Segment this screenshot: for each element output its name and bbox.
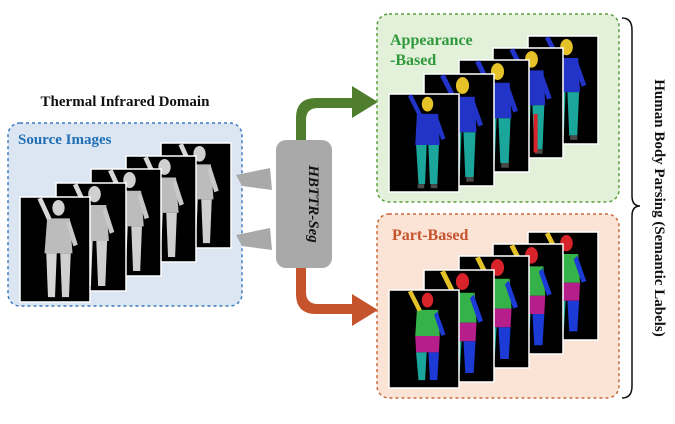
appearance-label-line1: Appearance [390,32,473,49]
model-label: HBTTR-Seg [305,164,321,243]
arrow-to-appearance [296,86,378,150]
source-frame-5 [19,196,91,303]
source-images-label: Source Images [18,132,112,148]
part-frame-5 [388,289,460,389]
part-frames [388,231,599,389]
domain-title: Thermal Infrared Domain [41,94,211,110]
source-frames [19,142,232,303]
model-input-connector [236,168,272,250]
part-based-label: Part-Based [392,227,469,244]
appearance-label-line2: -Based [390,52,436,69]
appearance-frames [388,35,599,193]
arrow-to-part [296,262,378,326]
right-brace [621,17,641,399]
model-block [276,140,332,268]
side-label: Human Body Parsing (Semantic Labels) [651,79,667,337]
appearance-frame-5 [388,93,460,193]
